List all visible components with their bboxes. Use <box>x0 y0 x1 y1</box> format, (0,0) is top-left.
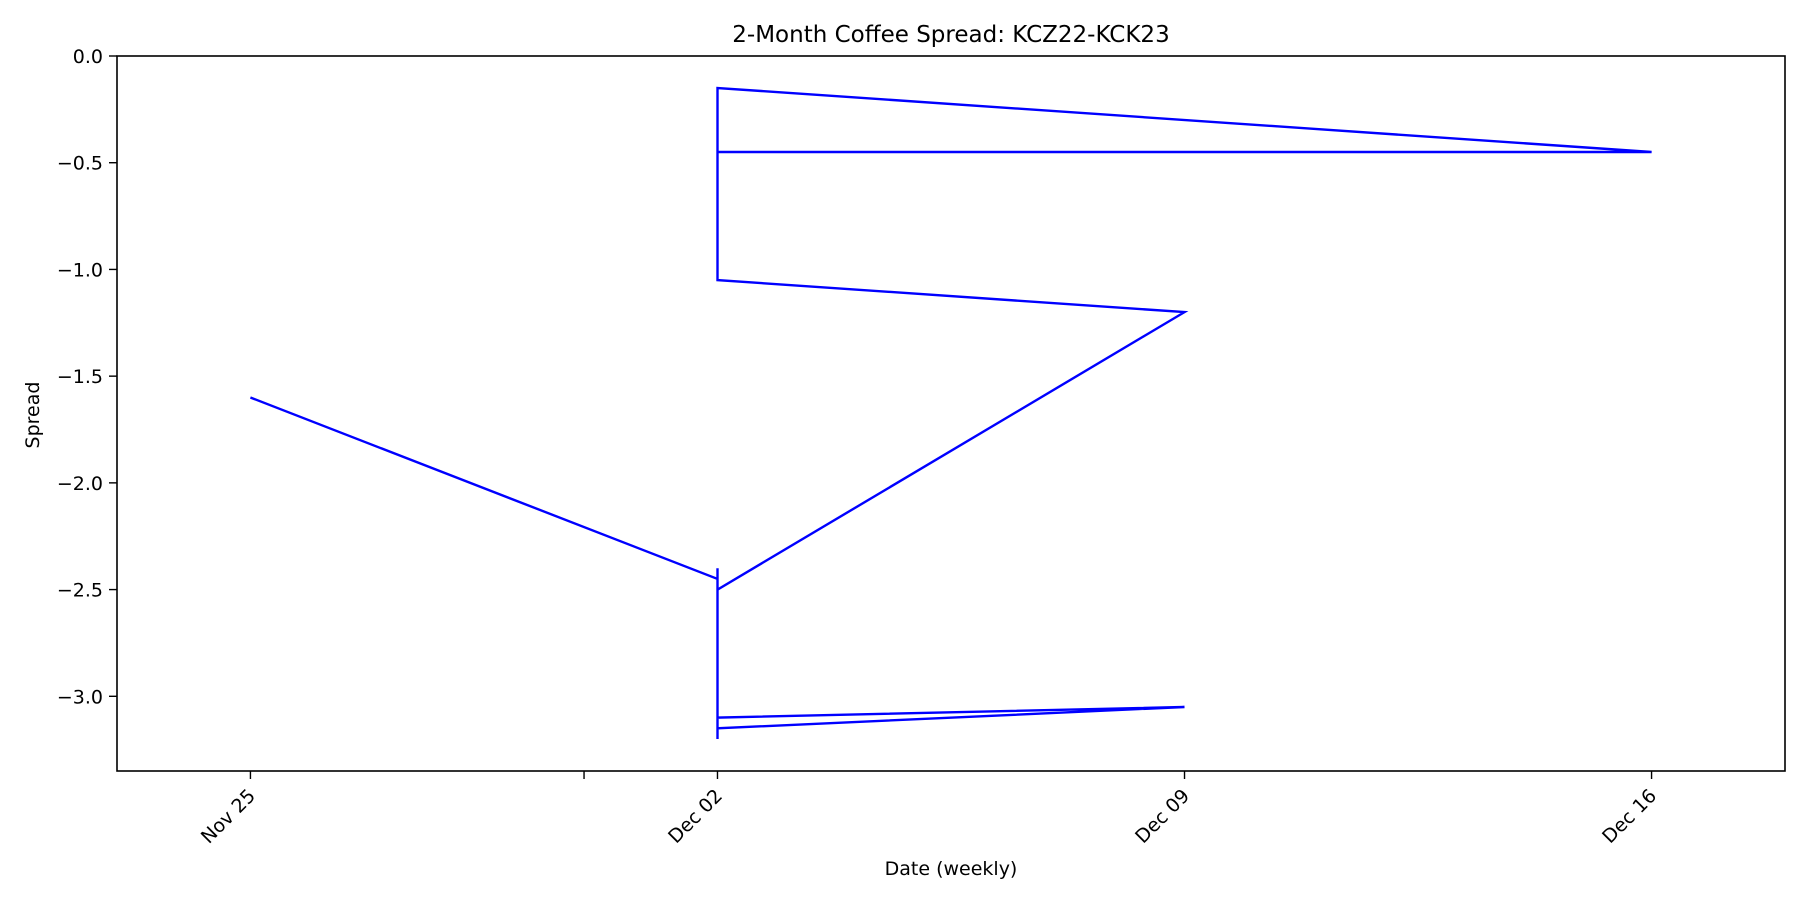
series-line <box>249 86 1652 739</box>
plot-frame <box>116 55 1786 772</box>
y-tick-label: −3.0 <box>57 686 103 708</box>
y-tick-label: −0.5 <box>57 153 103 175</box>
y-tick-label: −1.0 <box>57 259 103 281</box>
x-axis-label: Date (weekly) <box>885 858 1018 880</box>
plot-area <box>249 86 1652 739</box>
y-tick-label: −2.0 <box>57 473 103 495</box>
y-axis-label: Spread <box>22 382 44 449</box>
y-tick-label: −2.5 <box>57 580 103 602</box>
y-axis: 0.0 −0.5 −1.0 −1.5 −2.0 −2.5 −3.0 <box>57 46 117 708</box>
y-tick-label: −1.5 <box>57 366 103 388</box>
y-tick-label: 0.0 <box>73 46 103 68</box>
chart-title: 2-Month Coffee Spread: KCZ22-KCK23 <box>732 22 1169 48</box>
